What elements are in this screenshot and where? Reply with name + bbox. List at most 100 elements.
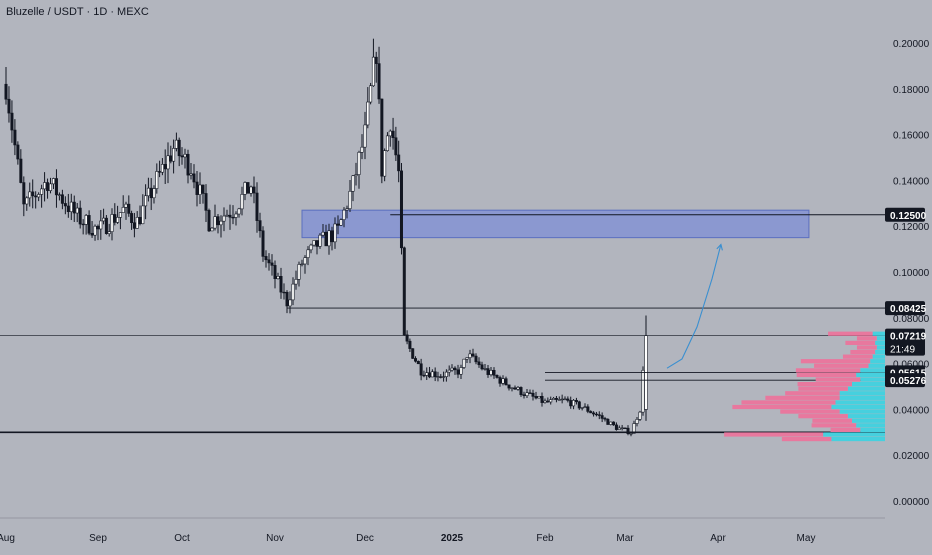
candle-up [225, 214, 229, 217]
candle-down [397, 154, 401, 172]
candle-up [155, 171, 159, 189]
x-axis-tick-label: Apr [710, 533, 726, 544]
candle-down [402, 247, 406, 336]
candle-down [177, 139, 181, 157]
candle-up [327, 230, 331, 247]
candle-down [186, 153, 190, 176]
volume-profile-bar-buy [839, 395, 885, 400]
volume-profile-bar-sell [797, 382, 852, 387]
candle-up [198, 184, 202, 195]
candle-up [297, 264, 301, 280]
y-axis-tick-label: 0.06000 [893, 360, 930, 371]
candle-up [40, 188, 44, 195]
volume-profile-bar-sell [845, 340, 876, 345]
volume-profile-bar-buy [831, 404, 885, 410]
candle-up [99, 220, 103, 230]
x-axis-tick-label: Feb [536, 533, 554, 544]
candle-down [380, 98, 384, 177]
y-axis-tick-label: 0.16000 [893, 131, 930, 142]
candle-up [632, 423, 636, 434]
y-axis-tick-label: 0.08000 [893, 314, 930, 325]
volume-profile-bar-buy [870, 359, 885, 364]
x-axis-tick-label: 2025 [441, 533, 464, 544]
candle-up [572, 400, 576, 407]
candle-up [121, 207, 125, 213]
candle-down [519, 387, 523, 396]
volume-profile-bar-sell [815, 377, 861, 382]
candle-down [577, 401, 581, 409]
candle-down [31, 191, 35, 197]
candle-down [574, 400, 578, 403]
volume-profile-bar-sell [798, 414, 848, 419]
candle-down [13, 129, 17, 146]
candle-down [4, 83, 8, 100]
candle-down [228, 214, 232, 218]
candle-down [324, 231, 328, 247]
candle-up [354, 174, 358, 177]
candle-down [416, 360, 420, 365]
volume-profile-bar-sell [795, 368, 861, 373]
candle-down [534, 396, 538, 399]
candle-up [360, 146, 364, 153]
candle-up [489, 369, 493, 375]
candle-up [450, 367, 454, 371]
volume-profile-bar-sell [828, 331, 873, 336]
candle-down [498, 377, 502, 384]
volume-profile-bar-buy [876, 336, 885, 341]
candle-down [158, 171, 162, 173]
candle-down [282, 291, 286, 294]
candle-up [146, 187, 150, 197]
candle-up [75, 207, 79, 214]
candle-down [405, 334, 409, 342]
candle-up [213, 216, 217, 229]
candle-up [49, 183, 53, 191]
candle-down [597, 414, 601, 416]
y-axis-tick-label: 0.00000 [893, 497, 930, 508]
volume-profile-bar-buy [852, 382, 885, 387]
candle-up [183, 153, 187, 158]
candle-up [549, 399, 553, 403]
candle-up [222, 215, 226, 222]
candle-up [339, 219, 343, 226]
candle-up [459, 367, 463, 375]
candle-up [288, 299, 292, 307]
candle-up [152, 188, 156, 199]
candle-down [34, 195, 38, 198]
candle-up [306, 249, 310, 258]
candle-down [246, 182, 250, 194]
candle-down [180, 155, 184, 158]
supply-zone [301, 209, 810, 239]
candle-down [285, 291, 289, 307]
projection-arrowhead [716, 243, 723, 251]
candle-up [312, 240, 316, 246]
candle-up [366, 101, 370, 126]
candle-down [113, 214, 117, 223]
candle-down [522, 394, 526, 396]
candle-up [342, 209, 346, 220]
candle-up [580, 407, 584, 409]
candle-down [566, 398, 570, 401]
volume-profile-bar-sell [830, 427, 861, 433]
candle-down [477, 361, 481, 366]
candle-down [87, 215, 91, 234]
candle-down [626, 427, 630, 434]
candle-up [537, 396, 541, 399]
candle-up [172, 148, 176, 162]
candle-down [78, 207, 82, 225]
candle-up [37, 194, 41, 198]
volume-profile-bar-buy [847, 414, 885, 419]
volume-profile-bar-sell [765, 395, 840, 400]
candle-up [369, 85, 373, 103]
candle-up [442, 376, 446, 378]
candle-down [252, 186, 256, 194]
candle-up [430, 371, 434, 378]
candle-up [629, 433, 633, 435]
volume-profile-bar-sell [850, 349, 876, 355]
candle-down [594, 413, 598, 416]
volume-profile-bar-buy [868, 363, 885, 368]
candle-down [528, 392, 532, 394]
candle-down [279, 276, 283, 293]
candle-up [609, 421, 613, 425]
